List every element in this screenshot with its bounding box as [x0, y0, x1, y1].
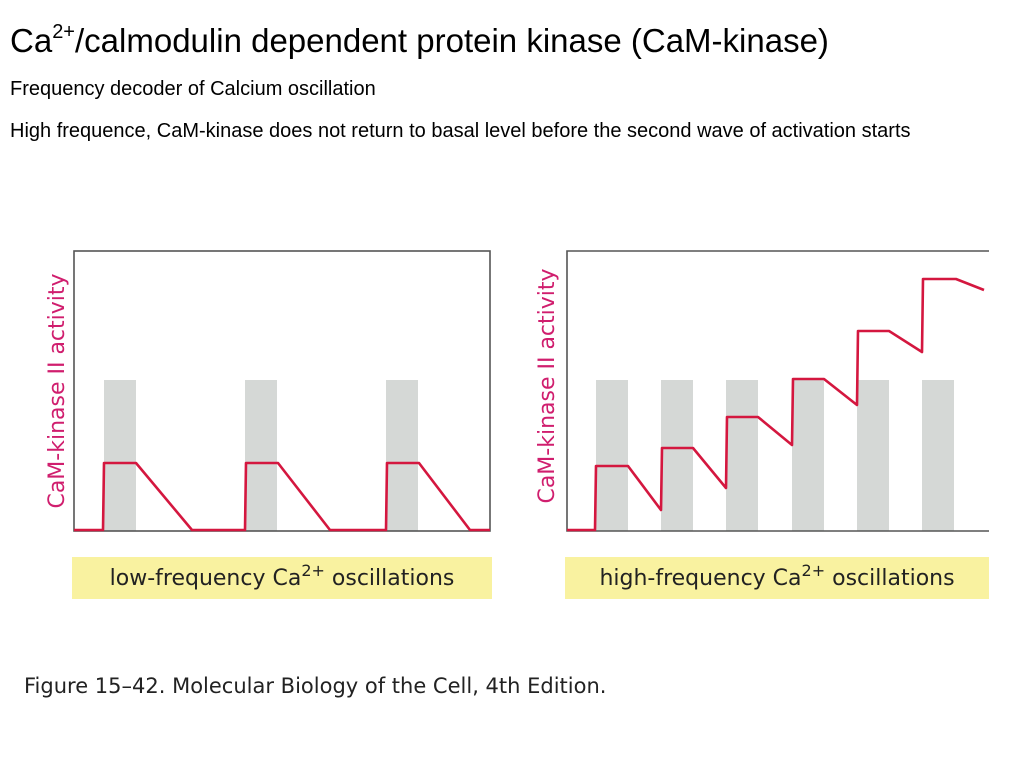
activity-trace [567, 277, 985, 532]
label-background [565, 557, 989, 599]
calcium-pulses [596, 380, 954, 531]
x-axis-label-post: oscillations [325, 566, 454, 591]
figure-caption: Figure 15–42. Molecular Biology of the C… [24, 674, 607, 698]
calcium-pulse [661, 380, 693, 531]
panel-high-frequency: CaM-kinase II activity high-frequency Ca… [535, 250, 989, 599]
calcium-pulse [596, 380, 628, 531]
plot-frame [566, 250, 989, 532]
activity-trace [74, 461, 490, 532]
calcium-pulse [922, 380, 954, 531]
subtitle-high-frequency-note: High frequence, CaM-kinase does not retu… [10, 120, 911, 142]
x-axis-label-pre: low-frequency Ca [110, 566, 302, 591]
x-axis-label: high-frequency Ca2+ oscillations [599, 561, 954, 591]
x-axis-label-sup: 2+ [802, 561, 826, 580]
y-axis-label: CaM-kinase II activity [535, 268, 560, 503]
x-axis-label-post: oscillations [825, 566, 954, 591]
label-background [72, 557, 492, 599]
subtitle-frequency-decoder: Frequency decoder of Calcium oscillation [10, 78, 376, 100]
y-axis-label: CaM-kinase II activity [45, 273, 70, 508]
calcium-pulse [104, 380, 136, 531]
plot-frame [73, 250, 491, 532]
title-base: Ca [10, 22, 53, 59]
calcium-pulse [245, 380, 277, 531]
title-rest: /calmodulin dependent protein kinase (Ca… [75, 22, 829, 59]
calcium-pulse [726, 380, 758, 531]
calcium-pulse [857, 380, 889, 531]
calcium-pulse [792, 380, 824, 531]
x-axis-label: low-frequency Ca2+ oscillations [110, 561, 455, 591]
calcium-pulse [386, 380, 418, 531]
page-title: Ca2+/calmodulin dependent protein kinase… [10, 22, 829, 60]
x-axis-label-sup: 2+ [301, 561, 325, 580]
panel-low-frequency: CaM-kinase II activity low-frequency Ca2… [45, 250, 492, 599]
calcium-pulses [104, 380, 418, 531]
x-axis-label-pre: high-frequency Ca [599, 566, 801, 591]
title-superscript: 2+ [52, 21, 75, 43]
